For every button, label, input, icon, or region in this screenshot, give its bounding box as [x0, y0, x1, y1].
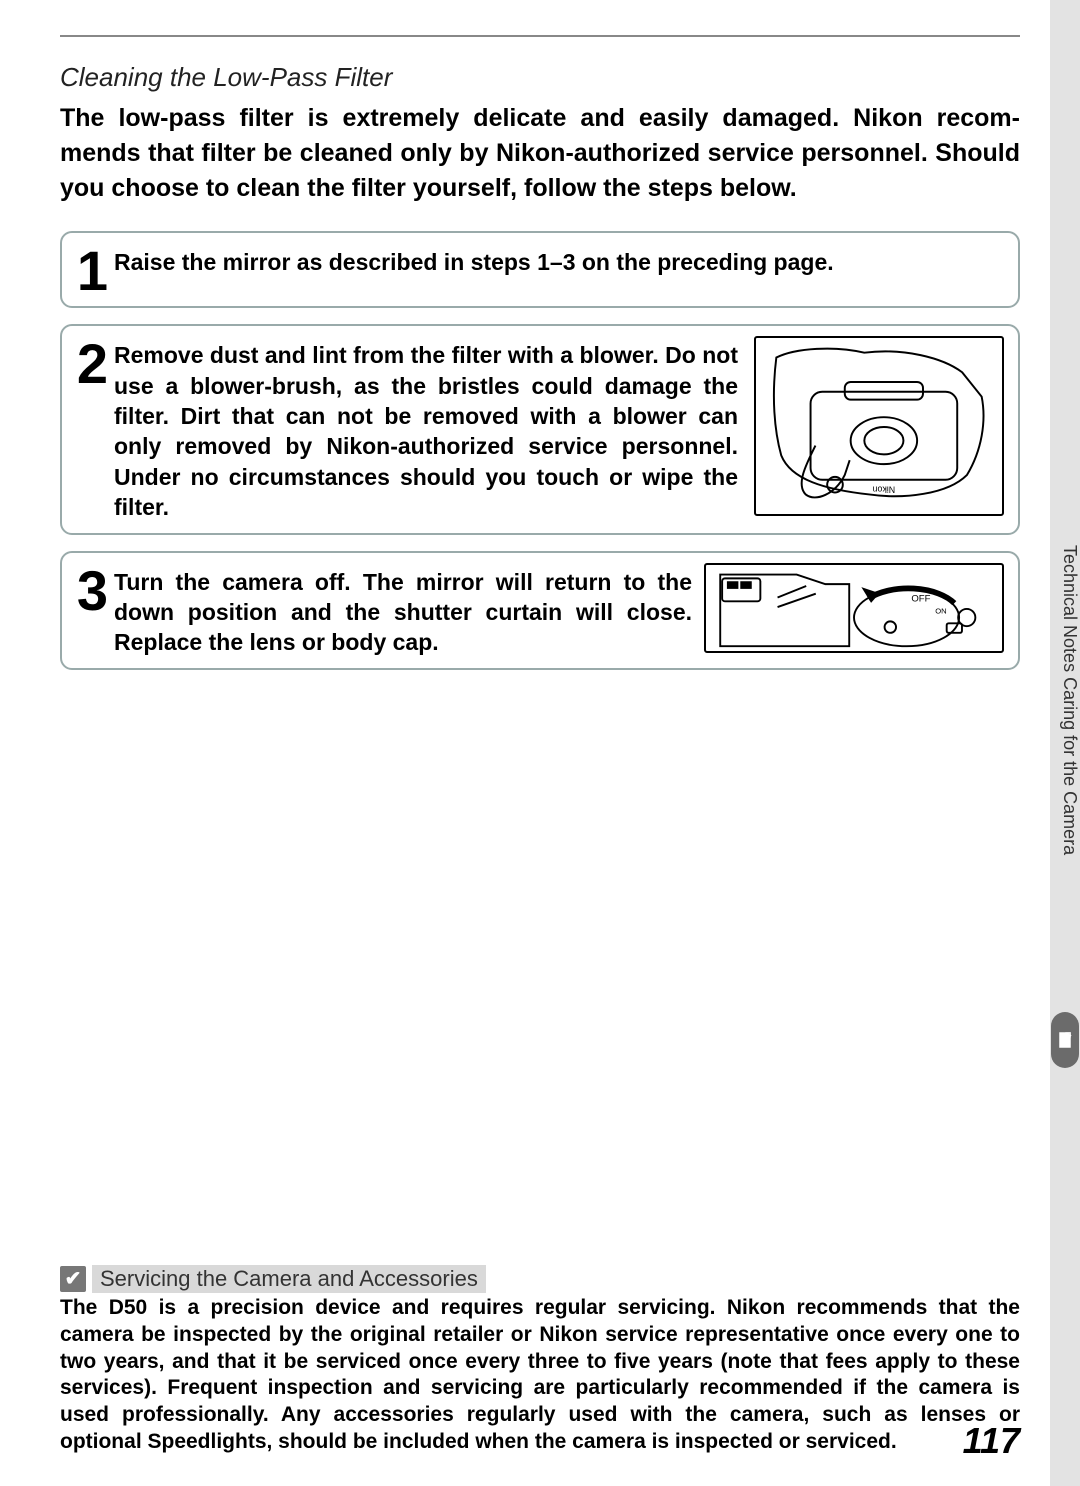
- servicing-notice: ✔ Servicing the Camera and Accessories T…: [60, 1265, 1020, 1456]
- top-rule: [60, 35, 1020, 37]
- svg-text:ON: ON: [935, 606, 946, 615]
- page: Technical Notes Caring for the Camera Cl…: [0, 0, 1080, 1486]
- step-body: 2 Remove dust and lint from the filter w…: [68, 336, 1004, 522]
- svg-text:OFF: OFF: [911, 593, 930, 604]
- step-number: 1: [68, 246, 108, 296]
- section-subtitle: Cleaning the Low-Pass Filter: [60, 62, 1020, 93]
- page-number: 117: [963, 1420, 1020, 1462]
- camera-blower-illustration: Nikon: [754, 336, 1004, 516]
- check-icon: ✔: [60, 1266, 86, 1292]
- step-body: 3 Turn the camera off. The mirror will r…: [68, 563, 1004, 658]
- step-text: Remove dust and lint from the filter wit…: [114, 336, 738, 522]
- technical-notes-icon: [1051, 1012, 1079, 1068]
- section-side-label: Technical Notes Caring for the Camera: [1050, 540, 1080, 960]
- notice-body: The D50 is a precision device and requir…: [60, 1295, 1020, 1456]
- step-body: 1 Raise the mirror as described in steps…: [68, 243, 1004, 296]
- camera-off-illustration: OFF ON: [704, 563, 1004, 653]
- step-box-2: 2 Remove dust and lint from the filter w…: [60, 324, 1020, 534]
- step-text: Raise the mirror as described in steps 1…: [114, 243, 1004, 277]
- notice-title-row: ✔ Servicing the Camera and Accessories: [60, 1265, 1020, 1293]
- step-box-1: 1 Raise the mirror as described in steps…: [60, 231, 1020, 308]
- step-number: 3: [68, 566, 108, 616]
- notice-title: Servicing the Camera and Accessories: [92, 1265, 486, 1293]
- intro-paragraph: The low-pass filter is extremely delicat…: [60, 101, 1020, 206]
- svg-text:Nikon: Nikon: [873, 485, 896, 495]
- step-number: 2: [68, 339, 108, 389]
- step-box-3: 3 Turn the camera off. The mirror will r…: [60, 551, 1020, 670]
- step-text: Turn the camera off. The mirror will ret…: [114, 563, 692, 658]
